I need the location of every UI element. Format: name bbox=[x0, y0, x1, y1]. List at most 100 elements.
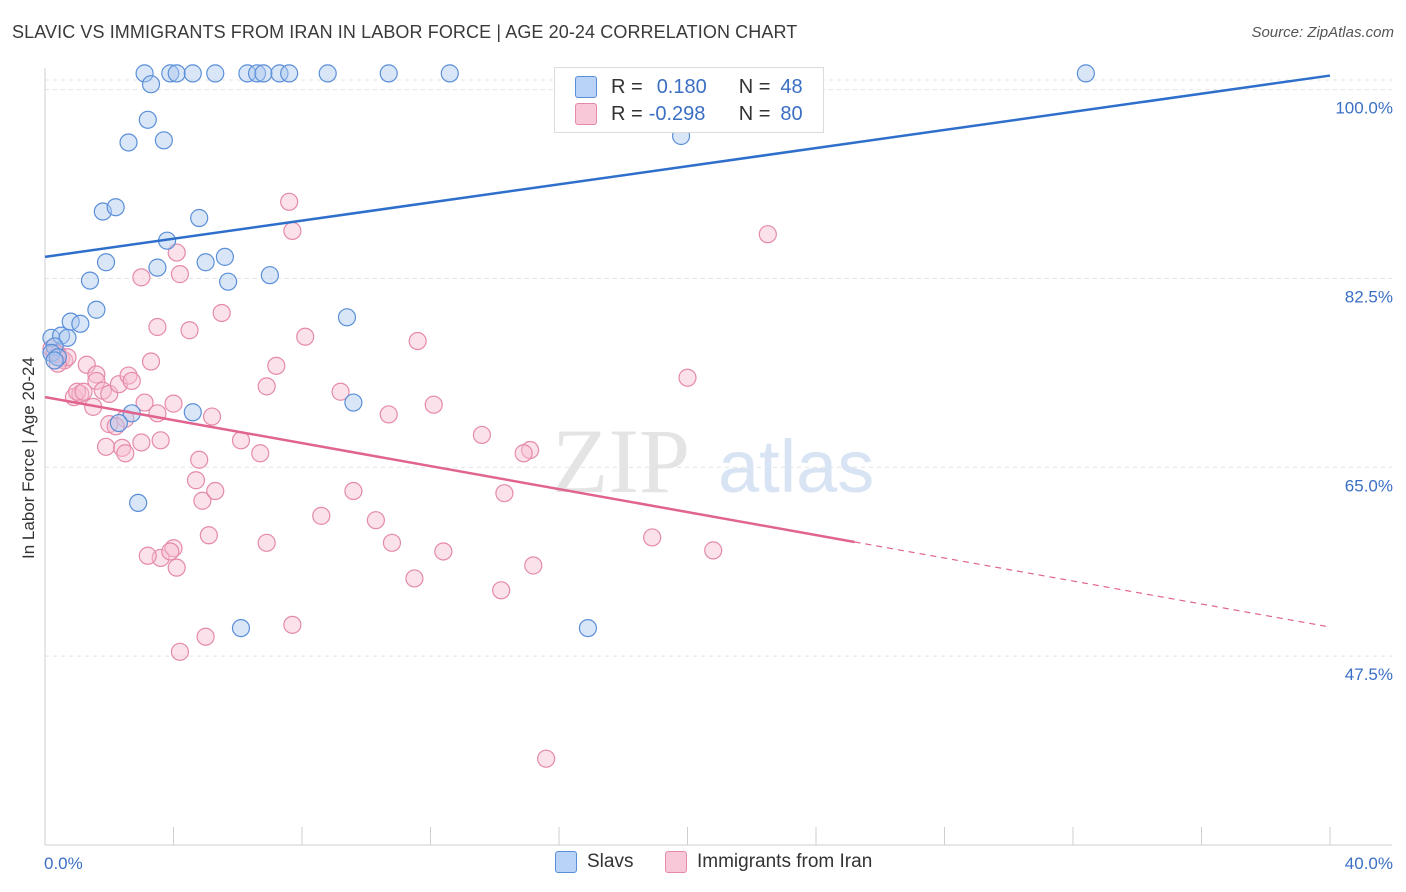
iran-point bbox=[257, 533, 276, 552]
source-credit: Source: ZipAtlas.com bbox=[1251, 24, 1394, 41]
slavs-point bbox=[254, 64, 273, 83]
slavs-point bbox=[183, 64, 202, 83]
iran-point bbox=[537, 749, 556, 768]
slavs-point bbox=[154, 131, 173, 150]
iran-point bbox=[148, 317, 167, 337]
legend-r-value: 0.180 bbox=[656, 75, 707, 98]
iran-point bbox=[283, 221, 302, 241]
slavs-point bbox=[238, 64, 257, 83]
slavs-point bbox=[440, 64, 459, 83]
legend-row-slavs: R = 0.180 N = 48 bbox=[575, 73, 803, 101]
iran-point bbox=[141, 352, 161, 371]
y-tick-label: 100.0% bbox=[1335, 99, 1393, 118]
iran-point bbox=[112, 438, 132, 457]
iran-point bbox=[382, 533, 402, 552]
legend-n-value: 80 bbox=[780, 102, 803, 125]
iran-point bbox=[267, 356, 286, 375]
y-axis-label: In Labor Force | Age 20-24 bbox=[19, 357, 38, 559]
iran-point bbox=[186, 471, 206, 490]
iran-point bbox=[344, 481, 363, 501]
slavs-point bbox=[109, 413, 128, 433]
bottom-legend-label-iran: Immigrants from Iran bbox=[697, 851, 873, 872]
legend-box: R = 0.180 N = 48 R = -0.298 N = 80 bbox=[554, 67, 824, 133]
slavs-point bbox=[87, 300, 106, 319]
slavs-point bbox=[190, 208, 209, 228]
iran-point bbox=[251, 444, 270, 463]
slavs-point bbox=[578, 618, 598, 638]
iran-point bbox=[331, 382, 350, 401]
iran-point bbox=[492, 581, 511, 600]
iran-point bbox=[132, 268, 151, 287]
iran-point bbox=[202, 407, 222, 426]
iran-point bbox=[212, 303, 231, 323]
iran-point bbox=[170, 642, 190, 661]
slavs-point bbox=[161, 64, 180, 83]
slavs-point bbox=[337, 308, 357, 327]
legend-r-label: R = bbox=[611, 75, 643, 98]
iran-point bbox=[472, 425, 491, 445]
axes bbox=[44, 68, 1392, 846]
iran-point bbox=[74, 382, 93, 401]
iran-point bbox=[48, 354, 67, 373]
grid-lines bbox=[45, 79, 1392, 657]
slavs-point bbox=[141, 75, 161, 94]
iran-point bbox=[151, 431, 170, 450]
legend-r-label: R = bbox=[611, 102, 643, 125]
iran-point bbox=[424, 395, 443, 414]
x-tick-label: 0.0% bbox=[44, 854, 83, 873]
slavs-point bbox=[280, 64, 299, 83]
iran-trend-line bbox=[44, 395, 855, 544]
iran-point bbox=[68, 382, 87, 401]
slavs-point bbox=[138, 110, 157, 129]
slavs-point bbox=[231, 618, 251, 638]
bottom-legend-iran: Immigrants from Iran bbox=[665, 851, 872, 873]
legend-n-label: N = bbox=[738, 75, 771, 98]
iran-point bbox=[164, 539, 183, 558]
iran-point bbox=[283, 615, 302, 634]
iran-point bbox=[190, 450, 209, 469]
slavs-point bbox=[318, 64, 337, 83]
slavs-point bbox=[219, 272, 238, 291]
watermark-atlas: atlas bbox=[718, 425, 874, 508]
iran-point bbox=[379, 405, 398, 424]
slavs-point bbox=[58, 328, 77, 347]
slavs-point bbox=[183, 403, 202, 422]
legend-swatch-iran bbox=[575, 103, 597, 125]
slavs-point bbox=[106, 198, 125, 217]
slavs-point bbox=[206, 64, 225, 83]
slavs-point bbox=[119, 133, 138, 152]
iran-point bbox=[135, 393, 154, 412]
slavs-point bbox=[379, 64, 398, 83]
iran-point bbox=[96, 437, 116, 456]
iran-point bbox=[366, 511, 385, 530]
series-iran-points bbox=[42, 192, 777, 768]
y-tick-label: 47.5% bbox=[1345, 665, 1393, 684]
iran-point bbox=[296, 327, 315, 346]
slavs-point bbox=[344, 393, 363, 412]
iran-point bbox=[312, 506, 331, 525]
slavs-point bbox=[215, 247, 234, 266]
iran-point bbox=[196, 627, 215, 646]
slavs-point bbox=[45, 351, 64, 370]
iran-point bbox=[87, 365, 106, 384]
iran-point bbox=[180, 321, 199, 340]
slavs-point bbox=[196, 253, 215, 272]
legend-swatch-slavs bbox=[575, 76, 597, 98]
iran-point bbox=[206, 481, 225, 501]
slavs-point bbox=[1076, 64, 1095, 83]
y-tick-label: 65.0% bbox=[1345, 476, 1393, 495]
slavs-point bbox=[80, 271, 100, 290]
iran-point bbox=[167, 558, 186, 577]
iran-point bbox=[119, 366, 138, 385]
slavs-point bbox=[71, 314, 90, 333]
trend-lines bbox=[44, 74, 1331, 628]
slavs-point bbox=[148, 258, 167, 277]
watermark: ZIP atlas bbox=[552, 410, 874, 512]
iran-point bbox=[122, 371, 141, 391]
slavs-point bbox=[167, 64, 186, 83]
slavs-point bbox=[129, 493, 148, 513]
slavs-point bbox=[270, 64, 289, 83]
iran-point bbox=[132, 433, 151, 452]
iran-point bbox=[643, 528, 662, 547]
